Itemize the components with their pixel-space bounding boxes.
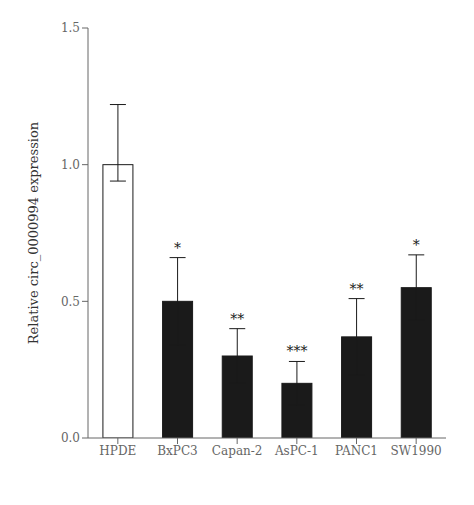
svg-text:**: ** — [350, 281, 364, 297]
svg-text:*: * — [413, 237, 420, 253]
svg-text:PANC1: PANC1 — [335, 444, 378, 458]
svg-text:HPDE: HPDE — [99, 444, 136, 458]
svg-text:SW1990: SW1990 — [391, 444, 442, 458]
svg-text:1.0: 1.0 — [61, 158, 80, 172]
svg-text:AsPC-1: AsPC-1 — [274, 444, 319, 458]
svg-text:*: * — [174, 240, 181, 256]
svg-text:***: *** — [286, 343, 307, 359]
svg-text:0.5: 0.5 — [61, 295, 80, 309]
svg-text:BxPC3: BxPC3 — [157, 444, 197, 458]
svg-text:Capan-2: Capan-2 — [212, 444, 263, 458]
svg-text:Relative circ_0000994 expressi: Relative circ_0000994 expression — [26, 121, 41, 344]
svg-text:0.0: 0.0 — [61, 431, 80, 445]
svg-text:1.5: 1.5 — [61, 21, 80, 35]
svg-text:**: ** — [230, 311, 244, 327]
